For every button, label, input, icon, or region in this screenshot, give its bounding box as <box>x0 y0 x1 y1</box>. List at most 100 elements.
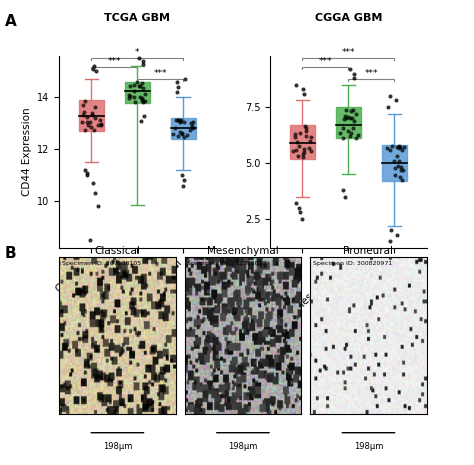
Point <box>178 130 186 138</box>
Point <box>125 92 132 99</box>
Point <box>93 68 100 75</box>
Point <box>189 122 196 129</box>
Point <box>94 203 101 210</box>
Point <box>173 78 181 86</box>
Point <box>395 144 403 152</box>
Point <box>173 88 181 96</box>
Point <box>346 114 354 122</box>
Point <box>388 226 395 234</box>
Point <box>83 169 91 176</box>
Point <box>392 97 400 104</box>
FancyBboxPatch shape <box>79 100 104 131</box>
Text: Specimen ID: 300820971: Specimen ID: 300820971 <box>313 261 392 266</box>
Point <box>130 93 137 100</box>
Point <box>80 108 88 116</box>
Point <box>81 97 89 105</box>
Point <box>302 133 310 140</box>
Text: Specimen ID: 293255012: Specimen ID: 293255012 <box>187 261 266 266</box>
Point <box>302 127 310 134</box>
Point <box>139 57 146 65</box>
Point <box>339 124 347 131</box>
Point <box>394 231 401 238</box>
Point <box>176 129 183 136</box>
Point <box>83 172 91 179</box>
Point <box>126 92 133 100</box>
Point <box>307 133 315 141</box>
Point <box>350 70 358 77</box>
Point <box>300 149 307 156</box>
Point <box>174 117 182 124</box>
Point <box>139 84 146 92</box>
Point <box>135 55 143 62</box>
Point <box>347 130 355 137</box>
Point <box>296 204 303 212</box>
Point <box>79 101 86 109</box>
Title: CGGA GBM: CGGA GBM <box>315 13 382 23</box>
Point <box>292 199 300 207</box>
Point <box>353 134 360 142</box>
Title: Proneural: Proneural <box>344 246 393 256</box>
Point <box>141 97 149 105</box>
Point <box>179 172 186 179</box>
Point <box>386 92 394 100</box>
FancyBboxPatch shape <box>336 107 361 139</box>
Point <box>137 82 144 90</box>
Point <box>345 128 352 135</box>
Point <box>172 116 180 123</box>
Point <box>301 146 308 153</box>
FancyBboxPatch shape <box>382 145 407 181</box>
Point <box>395 162 402 169</box>
FancyBboxPatch shape <box>125 82 150 103</box>
Point <box>339 186 346 193</box>
Point <box>83 113 91 120</box>
Point <box>401 143 408 151</box>
Point <box>187 120 194 127</box>
Point <box>86 118 94 126</box>
Point <box>180 119 188 126</box>
Point <box>347 107 355 114</box>
Point <box>345 113 352 120</box>
Point <box>138 96 146 103</box>
Point <box>306 137 314 144</box>
Point <box>395 143 402 150</box>
Point <box>178 129 185 137</box>
Point <box>172 125 179 132</box>
Point <box>293 139 301 146</box>
Point <box>395 157 402 164</box>
Point <box>394 153 401 160</box>
FancyBboxPatch shape <box>290 125 315 159</box>
Point <box>384 103 392 111</box>
Point <box>180 133 187 141</box>
Text: A: A <box>5 14 17 29</box>
Point <box>388 143 395 150</box>
Point <box>139 97 146 105</box>
Point <box>131 98 138 105</box>
Point <box>91 190 99 197</box>
Point <box>343 114 350 121</box>
Title: Classical: Classical <box>94 246 140 256</box>
Point <box>91 114 99 121</box>
Point <box>176 119 184 126</box>
Point <box>292 81 300 88</box>
Point <box>350 106 357 114</box>
Point <box>299 153 307 161</box>
Point <box>350 74 358 82</box>
Text: ***: *** <box>365 69 378 78</box>
Point <box>397 163 404 171</box>
Point <box>84 118 91 126</box>
Point <box>296 129 304 137</box>
Point <box>97 121 104 128</box>
Point <box>88 123 95 131</box>
Point <box>138 80 146 87</box>
Point <box>301 122 309 129</box>
Point <box>174 83 182 91</box>
Title: Mesenchymal: Mesenchymal <box>207 246 279 256</box>
Point <box>170 130 177 138</box>
Point <box>397 166 404 174</box>
Point <box>174 132 182 139</box>
Point <box>386 238 394 245</box>
Point <box>383 145 391 152</box>
Point <box>86 236 93 244</box>
Point <box>189 119 197 126</box>
Point <box>176 117 183 125</box>
